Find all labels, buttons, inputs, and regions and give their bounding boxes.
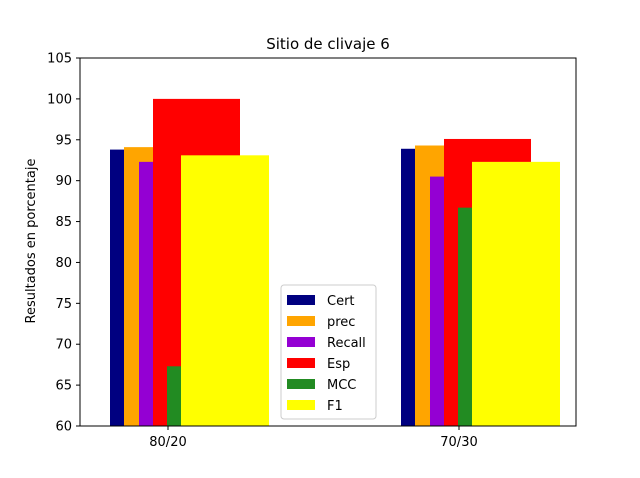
bar-recall-1 (139, 161, 154, 426)
bars-group (110, 98, 560, 427)
legend-swatch-esp (287, 358, 315, 368)
legend-swatch-f1 (287, 400, 315, 410)
y-tick-label: 70 (55, 338, 72, 353)
bar-recall-2 (430, 176, 445, 426)
bar-f1-2 (472, 161, 560, 426)
y-tick-label: 65 (55, 379, 72, 394)
chart-title: Sitio de clivaje 6 (266, 35, 390, 53)
bar-cert-2 (401, 148, 415, 427)
bar-f1-1 (181, 155, 269, 426)
x-tick-label: 70/30 (440, 435, 477, 450)
legend-swatch-prec (287, 316, 315, 326)
legend-label-esp: Esp (327, 357, 350, 372)
bar-cert-1 (110, 149, 124, 426)
legend-swatch-recall (287, 337, 315, 347)
legend-label-recall: Recall (327, 336, 366, 351)
legend-swatch-cert (287, 295, 315, 305)
y-tick-label: 95 (55, 133, 72, 148)
x-tick-label: 80/20 (149, 435, 186, 450)
y-tick-label: 105 (47, 52, 72, 67)
y-axis: 60 65 70 75 80 85 90 95 100 105 (47, 52, 80, 435)
legend-swatch-mcc (287, 379, 315, 389)
y-tick-label: 60 (55, 420, 72, 435)
bar-mcc-2 (458, 207, 473, 426)
y-tick-label: 85 (55, 215, 72, 230)
y-tick-label: 100 (47, 92, 72, 107)
bar-mcc-1 (167, 366, 182, 426)
legend-label-prec: prec (327, 315, 355, 330)
legend-label-f1: F1 (327, 399, 343, 414)
y-tick-label: 80 (55, 256, 72, 271)
y-axis-label: Resultados en porcentaje (24, 159, 39, 324)
legend-label-cert: Cert (327, 294, 355, 309)
x-axis: 80/20 70/30 (149, 426, 478, 450)
legend: Cert prec Recall Esp MCC F1 (280, 284, 377, 420)
legend-label-mcc: MCC (327, 378, 356, 393)
y-tick-label: 90 (55, 174, 72, 189)
y-tick-label: 75 (55, 297, 72, 312)
plot-frame (79, 57, 577, 427)
